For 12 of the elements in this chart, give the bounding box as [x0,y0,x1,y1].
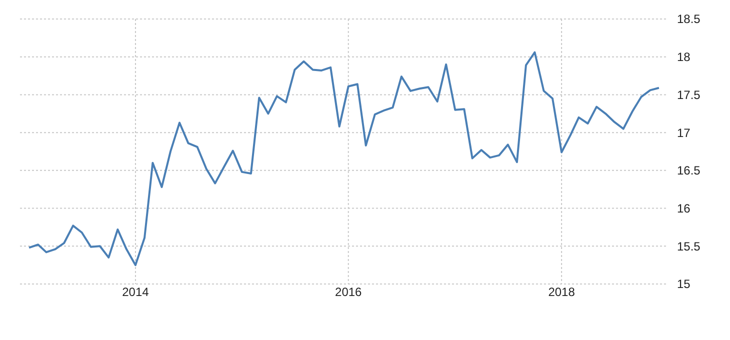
line-series [28,51,660,266]
y-tick-label: 16 [677,201,691,216]
x-tick-label: 2016 [335,285,362,299]
y-tick-label: 15.5 [677,239,701,254]
y-tick-label: 18 [677,50,691,64]
y-tick-label: 18.5 [677,12,701,26]
x-tick-label: 2014 [122,285,150,299]
y-tick-label: 16.5 [677,164,701,178]
x-tick-label: 2018 [548,285,576,299]
y-tick-label: 17.5 [677,88,701,102]
y-tick-label: 17 [677,126,691,140]
y-tick-label: 15 [677,277,691,292]
